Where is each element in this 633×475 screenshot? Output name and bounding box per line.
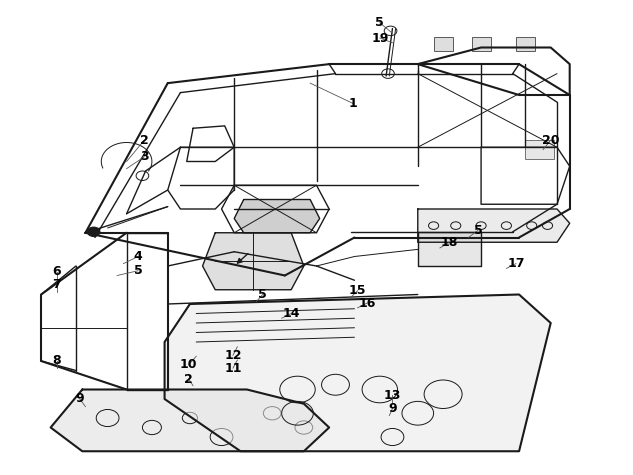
Text: 12: 12 bbox=[224, 349, 242, 362]
Bar bbox=[472, 37, 491, 51]
Text: 2: 2 bbox=[184, 372, 193, 386]
Polygon shape bbox=[165, 294, 551, 451]
Text: 10: 10 bbox=[180, 358, 197, 371]
Text: 14: 14 bbox=[282, 307, 300, 320]
Text: 20: 20 bbox=[542, 133, 560, 147]
Text: 2: 2 bbox=[140, 133, 149, 147]
Text: 5: 5 bbox=[473, 224, 482, 237]
Text: 3: 3 bbox=[140, 150, 149, 163]
Polygon shape bbox=[203, 233, 304, 290]
Polygon shape bbox=[51, 390, 329, 451]
Polygon shape bbox=[418, 209, 570, 242]
Text: 16: 16 bbox=[358, 296, 376, 310]
Polygon shape bbox=[234, 200, 320, 233]
Text: 15: 15 bbox=[349, 284, 367, 297]
Text: 8: 8 bbox=[53, 354, 61, 368]
Text: 18: 18 bbox=[441, 236, 458, 249]
Bar bbox=[525, 140, 554, 159]
Text: 5: 5 bbox=[134, 264, 142, 277]
Text: 19: 19 bbox=[371, 31, 389, 45]
Text: 6: 6 bbox=[53, 265, 61, 278]
Text: 1: 1 bbox=[349, 97, 358, 110]
Text: 13: 13 bbox=[384, 389, 401, 402]
Bar bbox=[434, 37, 453, 51]
Polygon shape bbox=[418, 232, 481, 266]
Circle shape bbox=[87, 227, 100, 237]
Text: 17: 17 bbox=[507, 257, 525, 270]
Text: 7: 7 bbox=[53, 278, 61, 292]
Text: 9: 9 bbox=[388, 402, 397, 415]
Text: 9: 9 bbox=[75, 392, 84, 406]
Bar bbox=[516, 37, 535, 51]
Text: 11: 11 bbox=[224, 361, 242, 375]
Text: 4: 4 bbox=[134, 250, 142, 263]
Text: 5: 5 bbox=[375, 16, 384, 29]
Text: 5: 5 bbox=[258, 288, 267, 301]
